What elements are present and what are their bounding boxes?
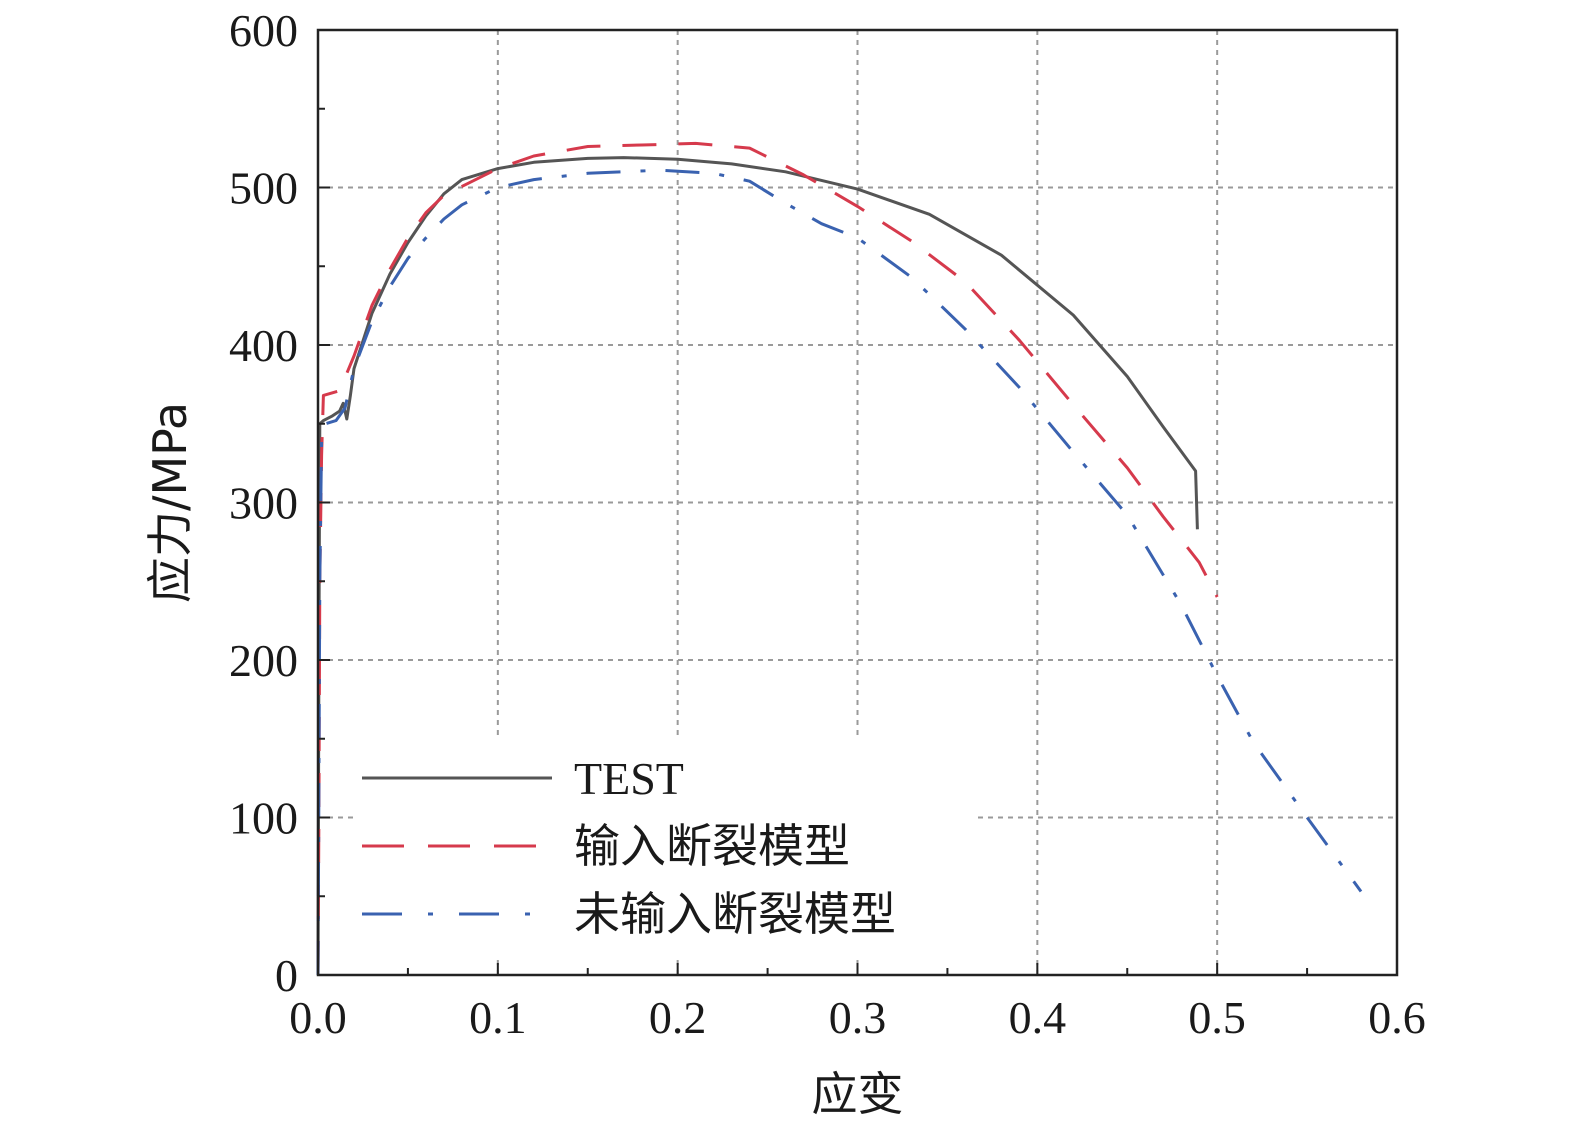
y-tick-label: 600 (229, 5, 298, 56)
series-group (316, 141, 1363, 976)
y-tick-label: 0 (275, 950, 298, 1001)
series-line-3 (316, 168, 1363, 976)
y-tick-label: 100 (229, 793, 298, 844)
x-tick-label: 0.5 (1188, 992, 1246, 1043)
x-tick-label: 0.6 (1368, 992, 1426, 1043)
x-tick-label: 0.2 (649, 992, 707, 1043)
series-line-2 (316, 141, 1219, 976)
legend-label-2: 输入断裂模型 (574, 821, 850, 872)
x-tick-label: 0.1 (469, 992, 527, 1043)
axes: 0.0 0.1 0.2 0.3 0.4 0.5 0.6 0 100 200 300 400 500 600 (229, 5, 1426, 1043)
x-tick-label: 0.0 (289, 992, 347, 1043)
legend-label-3: 未输入断裂模型 (574, 889, 896, 940)
grid (318, 30, 1397, 975)
y-tick-label: 300 (229, 478, 298, 529)
y-tick-label: 500 (229, 163, 298, 214)
x-tick-label: 0.3 (829, 992, 887, 1043)
x-tick-label: 0.4 (1009, 992, 1067, 1043)
y-tick-label: 400 (229, 320, 298, 371)
y-tick-label: 200 (229, 635, 298, 686)
y-axis-title: 应力/MPa (143, 402, 197, 603)
x-axis-title: 应变 (812, 1067, 904, 1121)
series-line-1 (316, 156, 1199, 976)
legend-label-1: TEST (574, 753, 684, 804)
